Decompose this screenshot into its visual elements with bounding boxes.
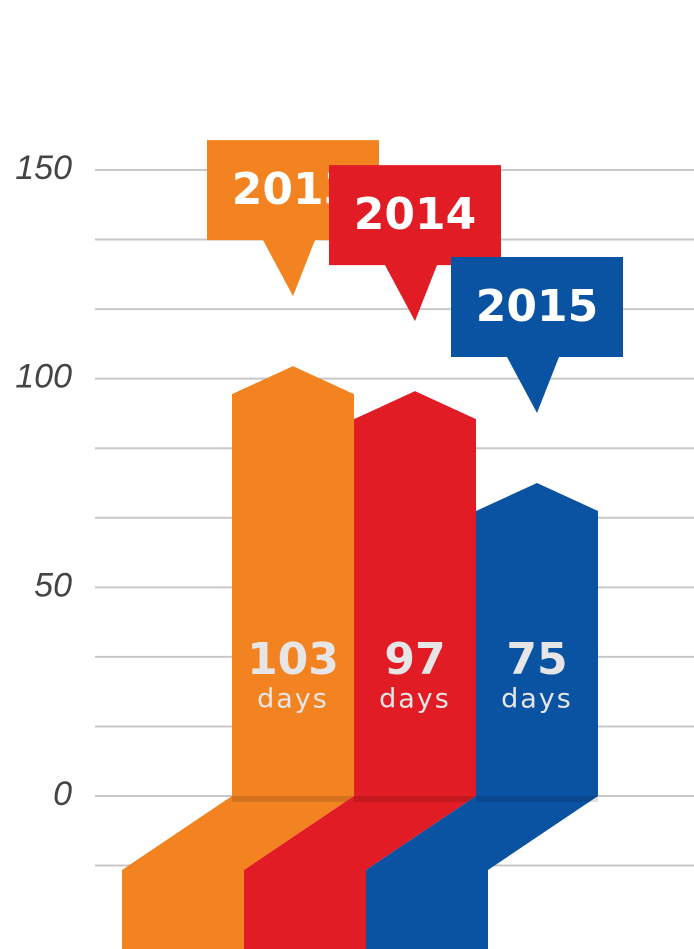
unit-label: days <box>379 684 451 715</box>
bar <box>232 366 354 796</box>
bar-base <box>122 796 354 949</box>
y-tick-label: 100 <box>15 358 72 396</box>
value-label: 97 <box>384 634 445 685</box>
year-badge <box>329 165 501 322</box>
bar-base-shade <box>354 796 476 802</box>
y-tick-label: 50 <box>34 566 72 604</box>
unit-label: days <box>257 684 329 715</box>
bar-base-shade <box>476 796 598 802</box>
value-label: 103 <box>247 634 339 685</box>
year-label: 2015 <box>476 281 598 332</box>
y-tick-label: 0 <box>53 775 72 813</box>
bar <box>476 483 598 796</box>
bar-base <box>366 796 598 949</box>
bar-base-shade <box>232 796 354 802</box>
y-tick-label: 150 <box>15 149 72 187</box>
bar-base <box>244 796 476 949</box>
unit-label: days <box>501 684 573 715</box>
year-label: 2014 <box>354 189 476 240</box>
value-label: 75 <box>506 634 567 685</box>
bar <box>354 391 476 796</box>
year-badge <box>451 257 623 413</box>
